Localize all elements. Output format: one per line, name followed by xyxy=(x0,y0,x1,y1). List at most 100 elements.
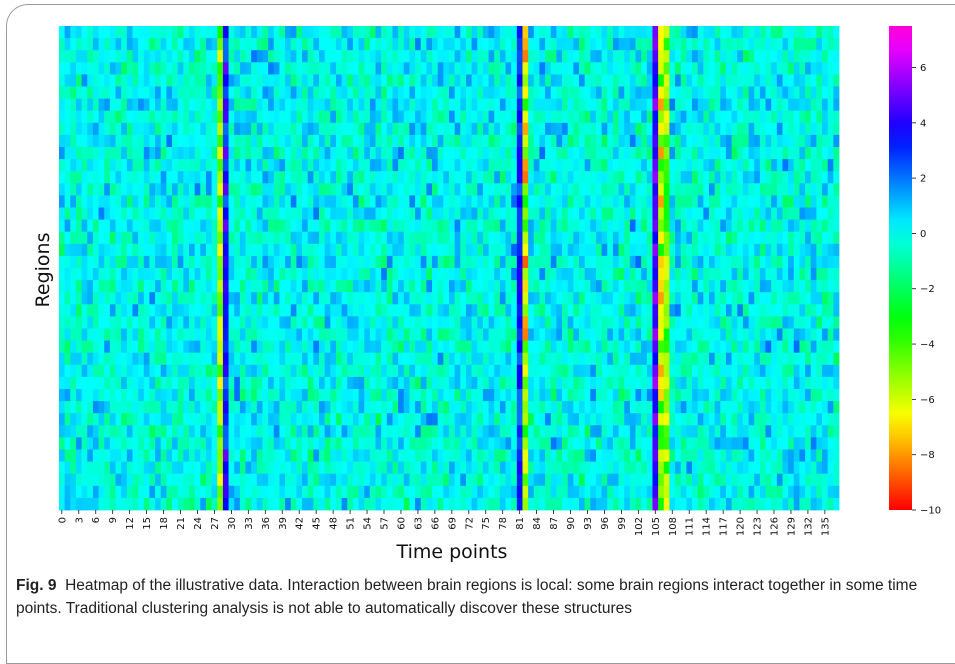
heatmap-cell xyxy=(731,171,738,184)
heatmap-cell xyxy=(398,316,405,329)
heatmap-cell xyxy=(505,74,512,87)
heatmap-cell xyxy=(477,26,484,39)
heatmap-cell xyxy=(759,50,766,63)
heatmap-cell xyxy=(646,147,653,160)
heatmap-cell xyxy=(302,364,309,378)
heatmap-cell xyxy=(454,449,461,462)
heatmap-cell xyxy=(782,364,789,378)
heatmap-cell xyxy=(449,50,456,63)
heatmap-cell xyxy=(437,98,444,112)
heatmap-cell xyxy=(251,328,258,341)
heatmap-cell xyxy=(539,62,546,75)
heatmap-cell xyxy=(59,461,66,475)
heatmap-cell xyxy=(324,50,331,63)
heatmap-cell xyxy=(675,98,682,112)
heatmap-cell xyxy=(364,401,371,414)
heatmap-cell xyxy=(205,122,213,136)
heatmap-cell xyxy=(302,340,309,354)
heatmap-cell xyxy=(516,122,523,136)
heatmap-cell xyxy=(528,50,535,63)
heatmap-cell xyxy=(426,110,433,124)
heatmap-cell xyxy=(827,437,834,450)
heatmap-cell xyxy=(754,147,761,160)
heatmap-cell xyxy=(426,159,433,172)
heatmap-cell xyxy=(612,195,619,208)
heatmap-cell xyxy=(533,122,540,136)
heatmap-cell xyxy=(590,147,597,160)
heatmap-cell xyxy=(98,449,105,462)
heatmap-cell xyxy=(132,340,139,354)
heatmap-cell xyxy=(465,147,473,160)
heatmap-cell xyxy=(680,340,687,354)
heatmap-cell xyxy=(172,219,179,233)
heatmap-cell xyxy=(251,207,258,220)
heatmap-cell xyxy=(81,26,88,39)
heatmap-cell xyxy=(658,364,665,378)
heatmap-cell xyxy=(528,207,535,220)
heatmap-cell xyxy=(392,171,399,184)
heatmap-cell xyxy=(516,449,523,462)
heatmap-cell xyxy=(335,364,343,378)
heatmap-cell xyxy=(595,364,603,378)
heatmap-cell xyxy=(403,364,410,378)
heatmap-cell xyxy=(183,340,190,354)
heatmap-cell xyxy=(324,352,331,366)
heatmap-cell xyxy=(183,183,190,196)
heatmap-cell xyxy=(776,389,783,402)
heatmap-cell xyxy=(307,98,314,112)
heatmap-cell xyxy=(121,147,128,160)
heatmap-cell xyxy=(189,98,196,112)
heatmap-cell xyxy=(251,110,258,124)
heatmap-cell xyxy=(737,183,744,196)
heatmap-cell xyxy=(528,231,535,245)
heatmap-cell xyxy=(64,134,71,148)
heatmap-cell xyxy=(675,38,682,51)
heatmap-cell xyxy=(386,183,393,196)
heatmap-cell xyxy=(454,134,461,148)
heatmap-cell xyxy=(239,389,246,402)
heatmap-cell xyxy=(81,389,88,402)
heatmap-cell xyxy=(680,316,687,329)
heatmap-cell xyxy=(172,328,179,341)
heatmap-cell xyxy=(460,159,467,172)
heatmap-cell xyxy=(251,304,258,317)
heatmap-cell xyxy=(516,171,523,184)
heatmap-cell xyxy=(720,38,727,51)
heatmap-cell xyxy=(579,401,586,414)
heatmap-cell xyxy=(545,340,552,354)
heatmap-cell xyxy=(579,86,586,99)
heatmap-cell xyxy=(347,401,354,414)
heatmap-cell xyxy=(686,122,693,136)
heatmap-cell xyxy=(104,316,111,329)
heatmap-cell xyxy=(98,304,105,317)
heatmap-cell xyxy=(251,50,258,63)
heatmap-cell xyxy=(680,231,687,245)
heatmap-cell xyxy=(375,62,382,75)
heatmap-cell xyxy=(98,461,105,475)
heatmap-cell xyxy=(449,437,456,450)
heatmap-cell xyxy=(658,425,665,438)
heatmap-cell xyxy=(81,62,88,75)
heatmap-cell xyxy=(307,401,314,414)
heatmap-cell xyxy=(675,316,682,329)
heatmap-cell xyxy=(138,376,145,390)
heatmap-cell xyxy=(138,328,145,341)
heatmap-cell xyxy=(381,280,388,293)
heatmap-cell xyxy=(499,183,506,196)
heatmap-cell xyxy=(313,38,320,51)
heatmap-cell xyxy=(87,38,94,51)
heatmap-cell xyxy=(697,352,704,366)
heatmap-cell xyxy=(75,364,83,378)
heatmap-cell xyxy=(392,316,399,329)
heatmap-cell xyxy=(652,26,659,39)
heatmap-cell xyxy=(669,280,676,293)
heatmap-cell xyxy=(759,255,766,269)
heatmap-cell xyxy=(454,110,461,124)
heatmap-cell xyxy=(132,413,139,426)
heatmap-cell xyxy=(245,413,252,426)
heatmap-cell xyxy=(641,328,648,341)
heatmap-cell xyxy=(166,147,173,160)
heatmap-cell xyxy=(799,159,806,172)
heatmap-cell xyxy=(788,449,795,462)
heatmap-cell xyxy=(731,195,738,208)
